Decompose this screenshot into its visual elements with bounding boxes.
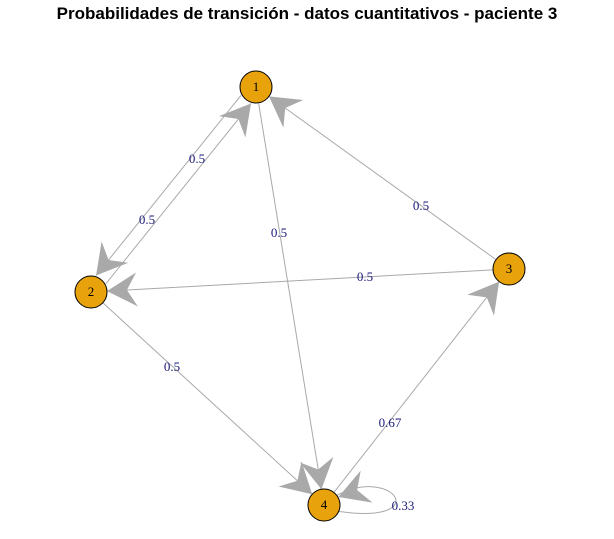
edge-3-2-arrow: [106, 272, 138, 307]
diagram-title: Probabilidades de transición - datos cua…: [56, 4, 558, 23]
edge-3-2: [106, 269, 494, 307]
edge-label-3-1: 0.5: [413, 198, 429, 213]
node-2: 2: [74, 275, 108, 309]
edge-4-3-arrow: [467, 281, 500, 316]
edge-label-1-2: 0.5: [139, 212, 155, 227]
node-circle-3: [492, 252, 526, 286]
edge-3-1: [268, 95, 497, 261]
node-label-4: 4: [321, 497, 328, 512]
edge-label-4-4: 0.33: [392, 498, 415, 513]
edge-3-2-line: [106, 269, 494, 292]
edge-1-4-arrow: [299, 456, 334, 490]
edge-3-1-arrow: [268, 96, 304, 128]
edge-label-3-2: 0.5: [357, 269, 373, 284]
edge-4-3: [333, 281, 500, 493]
edge-1-4-line: [258, 102, 322, 490]
node-circle-1: [239, 70, 273, 104]
edge-2-4-line: [102, 302, 313, 495]
edge-2-4-arrow: [278, 461, 313, 495]
edge-3-1-line: [268, 95, 497, 261]
node-1: 1: [239, 70, 273, 104]
edge-1-2-arrow: [96, 241, 129, 276]
nodes-layer: 1 2 3 4: [74, 70, 526, 522]
edges-layer: [95, 95, 500, 514]
node-circle-2: [74, 275, 108, 309]
node-circle-4: [307, 488, 341, 522]
edge-2-1-line: [105, 103, 252, 284]
edge-2-1: [105, 103, 252, 284]
edge-1-2-line: [95, 95, 242, 276]
node-label-1: 1: [253, 79, 260, 94]
edge-labels-layer: 0.5 0.5 0.5 0.5 0.5 0.5 0.67 0.33: [139, 151, 429, 513]
node-label-3: 3: [506, 261, 513, 276]
edge-4-3-line: [333, 281, 500, 493]
edge-label-1-4: 0.5: [271, 225, 287, 240]
edge-2-4: [102, 302, 313, 495]
edge-label-4-3: 0.67: [379, 415, 402, 430]
node-3: 3: [492, 252, 526, 286]
edge-label-2-4: 0.5: [164, 359, 180, 374]
node-4: 4: [307, 488, 341, 522]
edge-1-2: [95, 95, 242, 276]
edge-4-4-arrow: [338, 470, 373, 503]
edge-4-4: [336, 470, 397, 514]
edge-1-4: [258, 102, 334, 490]
node-label-2: 2: [88, 284, 95, 299]
edge-label-2-1: 0.5: [189, 151, 205, 166]
edge-2-1-arrow: [218, 103, 251, 138]
